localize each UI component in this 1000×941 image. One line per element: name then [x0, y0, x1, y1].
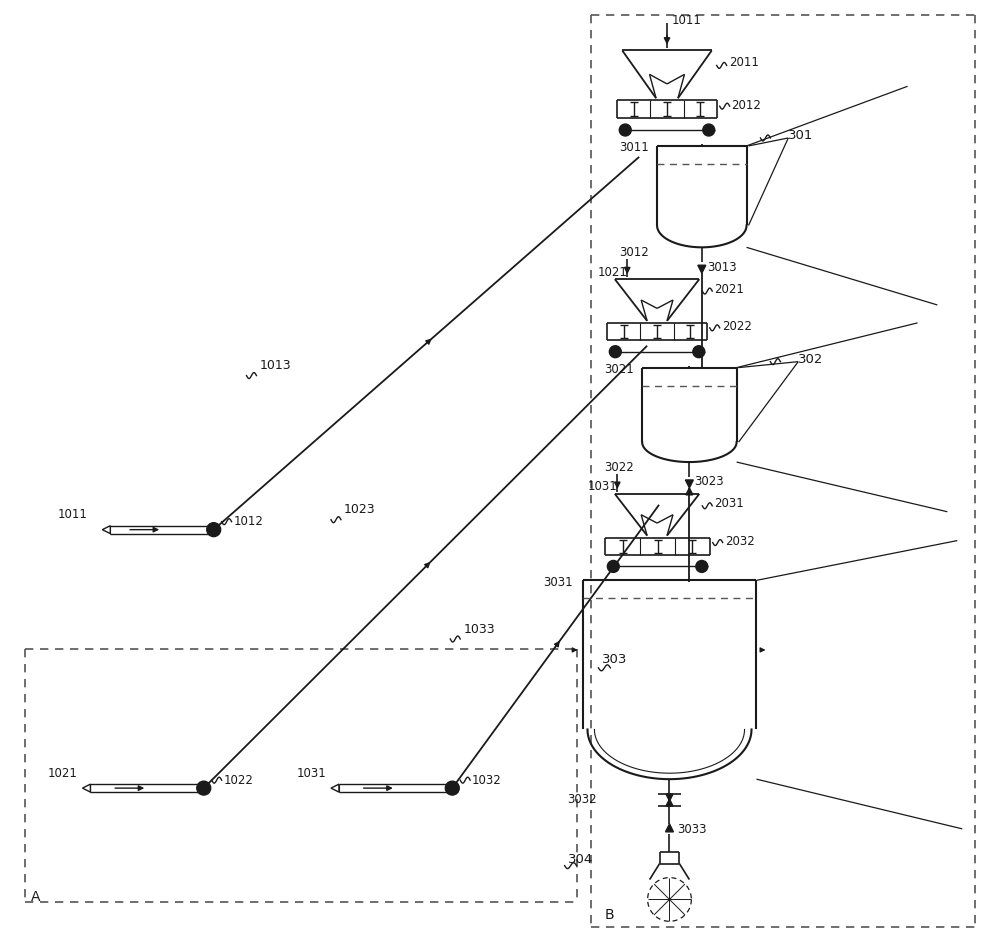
Text: 1031: 1031	[296, 767, 326, 780]
Text: 2021: 2021	[714, 282, 744, 295]
Text: 2022: 2022	[722, 320, 752, 333]
Text: 3021: 3021	[604, 363, 634, 376]
Text: 3032: 3032	[568, 792, 597, 805]
Text: 3012: 3012	[619, 246, 649, 259]
Text: 1012: 1012	[234, 515, 263, 528]
Text: 1032: 1032	[472, 774, 502, 787]
Circle shape	[703, 124, 715, 136]
Text: 3013: 3013	[707, 261, 736, 274]
Text: 1031: 1031	[587, 481, 617, 493]
Polygon shape	[666, 794, 673, 801]
Text: 1023: 1023	[344, 503, 376, 517]
Circle shape	[445, 781, 459, 795]
Polygon shape	[666, 799, 673, 806]
Text: 1021: 1021	[48, 767, 78, 780]
Text: 2012: 2012	[732, 99, 761, 112]
Polygon shape	[685, 480, 693, 487]
Text: 2031: 2031	[714, 497, 744, 510]
Polygon shape	[686, 487, 693, 495]
Text: 3022: 3022	[604, 460, 634, 473]
Text: 1022: 1022	[224, 774, 254, 787]
Circle shape	[607, 561, 619, 572]
Text: 1013: 1013	[259, 359, 291, 372]
Text: 1011: 1011	[672, 14, 702, 27]
Circle shape	[696, 561, 708, 572]
Text: A: A	[31, 890, 40, 904]
Text: 301: 301	[788, 130, 814, 142]
Text: B: B	[604, 908, 614, 922]
Text: 303: 303	[602, 653, 628, 666]
Text: 2032: 2032	[725, 535, 754, 548]
Text: 302: 302	[798, 353, 824, 366]
Text: 3033: 3033	[677, 823, 707, 837]
Circle shape	[609, 345, 621, 358]
Circle shape	[693, 345, 705, 358]
Text: 3023: 3023	[694, 475, 724, 488]
Text: 1033: 1033	[463, 623, 495, 635]
Circle shape	[207, 522, 221, 536]
Text: 304: 304	[568, 853, 593, 866]
Text: 1011: 1011	[58, 508, 88, 521]
Text: 3011: 3011	[619, 141, 649, 154]
Circle shape	[197, 781, 211, 795]
Circle shape	[619, 124, 631, 136]
Polygon shape	[698, 265, 706, 273]
Text: 2011: 2011	[729, 56, 759, 69]
Text: 3031: 3031	[543, 576, 572, 589]
Polygon shape	[666, 824, 673, 832]
Text: 1021: 1021	[597, 265, 627, 279]
